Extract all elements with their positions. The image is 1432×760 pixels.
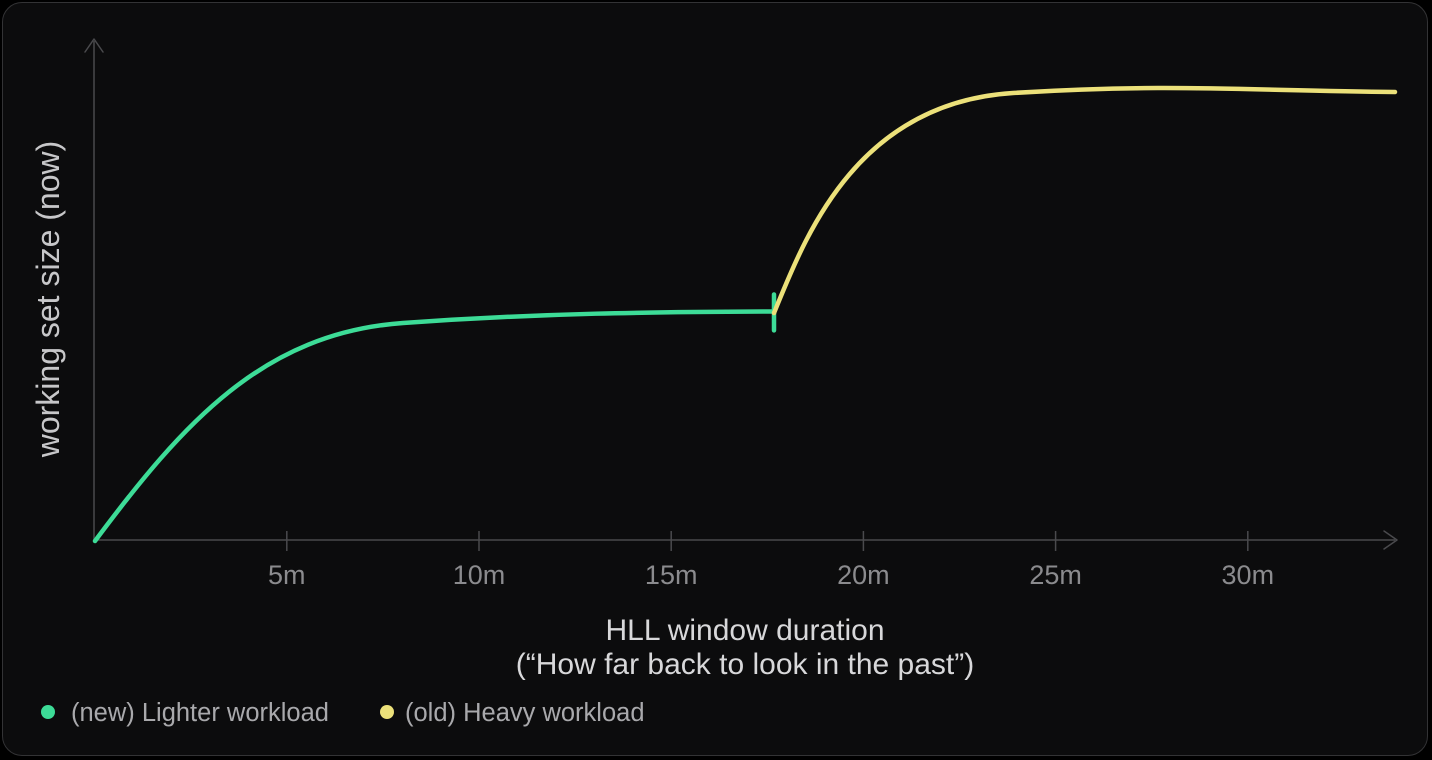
svg-text:15m: 15m	[645, 560, 698, 590]
svg-text:30m: 30m	[1222, 560, 1275, 590]
svg-text:working set size (now): working set size (now)	[30, 141, 66, 459]
svg-text:10m: 10m	[453, 560, 506, 590]
svg-text:(old) Heavy workload: (old) Heavy workload	[405, 699, 645, 727]
svg-text:(new) Lighter workload: (new) Lighter workload	[71, 699, 329, 727]
svg-text:5m: 5m	[268, 560, 306, 590]
svg-text:25m: 25m	[1029, 560, 1082, 590]
svg-text:(“How far back to look in the: (“How far back to look in the past”)	[516, 648, 975, 681]
svg-text:HLL window duration: HLL window duration	[605, 614, 884, 647]
svg-text:20m: 20m	[837, 560, 890, 590]
